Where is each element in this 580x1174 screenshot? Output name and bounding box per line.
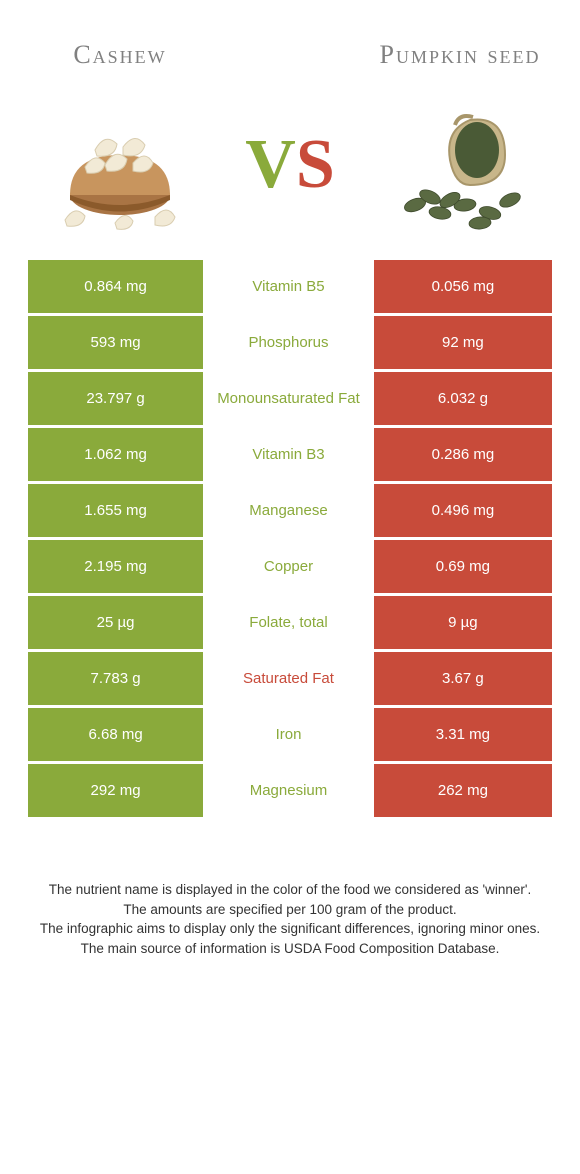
table-row: 6.68 mgIron3.31 mg: [28, 708, 552, 764]
right-value: 0.69 mg: [374, 540, 552, 593]
pumpkin-seed-sack-icon: [385, 105, 535, 235]
left-value: 1.655 mg: [28, 484, 206, 537]
vs-v: V: [245, 125, 296, 205]
left-value: 7.783 g: [28, 652, 206, 705]
food-right-column: Pumpkin seed: [370, 20, 550, 240]
table-row: 0.864 mgVitamin B50.056 mg: [28, 260, 552, 316]
footer-line-4: The main source of information is USDA F…: [36, 939, 544, 959]
right-value: 0.056 mg: [374, 260, 552, 313]
cashew-basket-icon: [45, 105, 195, 235]
nutrient-table: 0.864 mgVitamin B50.056 mg593 mgPhosphor…: [28, 260, 552, 820]
table-row: 1.655 mgManganese0.496 mg: [28, 484, 552, 540]
right-value: 0.496 mg: [374, 484, 552, 537]
food-right-image: [380, 100, 540, 240]
footer-notes: The nutrient name is displayed in the co…: [36, 880, 544, 958]
left-value: 593 mg: [28, 316, 206, 369]
right-value: 3.67 g: [374, 652, 552, 705]
table-row: 1.062 mgVitamin B30.286 mg: [28, 428, 552, 484]
left-value: 6.68 mg: [28, 708, 206, 761]
nutrient-name: Phosphorus: [206, 316, 374, 369]
left-value: 23.797 g: [28, 372, 206, 425]
right-value: 6.032 g: [374, 372, 552, 425]
table-row: 7.783 gSaturated Fat3.67 g: [28, 652, 552, 708]
left-value: 2.195 mg: [28, 540, 206, 593]
left-value: 1.062 mg: [28, 428, 206, 481]
vs-label: VS: [245, 125, 335, 205]
header: Cashew VS: [0, 0, 580, 240]
food-left-title: Cashew: [73, 20, 166, 90]
table-row: 292 mgMagnesium262 mg: [28, 764, 552, 820]
right-value: 92 mg: [374, 316, 552, 369]
food-right-title: Pumpkin seed: [380, 20, 541, 90]
left-value: 292 mg: [28, 764, 206, 817]
footer-line-1: The nutrient name is displayed in the co…: [36, 880, 544, 900]
right-value: 9 µg: [374, 596, 552, 649]
nutrient-name: Folate, total: [206, 596, 374, 649]
nutrient-name: Monounsaturated Fat: [206, 372, 374, 425]
nutrient-name: Copper: [206, 540, 374, 593]
nutrient-name: Magnesium: [206, 764, 374, 817]
table-row: 25 µgFolate, total9 µg: [28, 596, 552, 652]
left-value: 0.864 mg: [28, 260, 206, 313]
table-row: 23.797 gMonounsaturated Fat6.032 g: [28, 372, 552, 428]
nutrient-name: Iron: [206, 708, 374, 761]
footer-line-2: The amounts are specified per 100 gram o…: [36, 900, 544, 920]
right-value: 0.286 mg: [374, 428, 552, 481]
table-row: 2.195 mgCopper0.69 mg: [28, 540, 552, 596]
nutrient-name: Vitamin B5: [206, 260, 374, 313]
right-value: 262 mg: [374, 764, 552, 817]
food-left-column: Cashew: [30, 20, 210, 240]
vs-s: S: [296, 125, 335, 205]
nutrient-name: Vitamin B3: [206, 428, 374, 481]
footer-line-3: The infographic aims to display only the…: [36, 919, 544, 939]
left-value: 25 µg: [28, 596, 206, 649]
table-row: 593 mgPhosphorus92 mg: [28, 316, 552, 372]
food-left-image: [40, 100, 200, 240]
nutrient-name: Manganese: [206, 484, 374, 537]
right-value: 3.31 mg: [374, 708, 552, 761]
nutrient-name: Saturated Fat: [206, 652, 374, 705]
